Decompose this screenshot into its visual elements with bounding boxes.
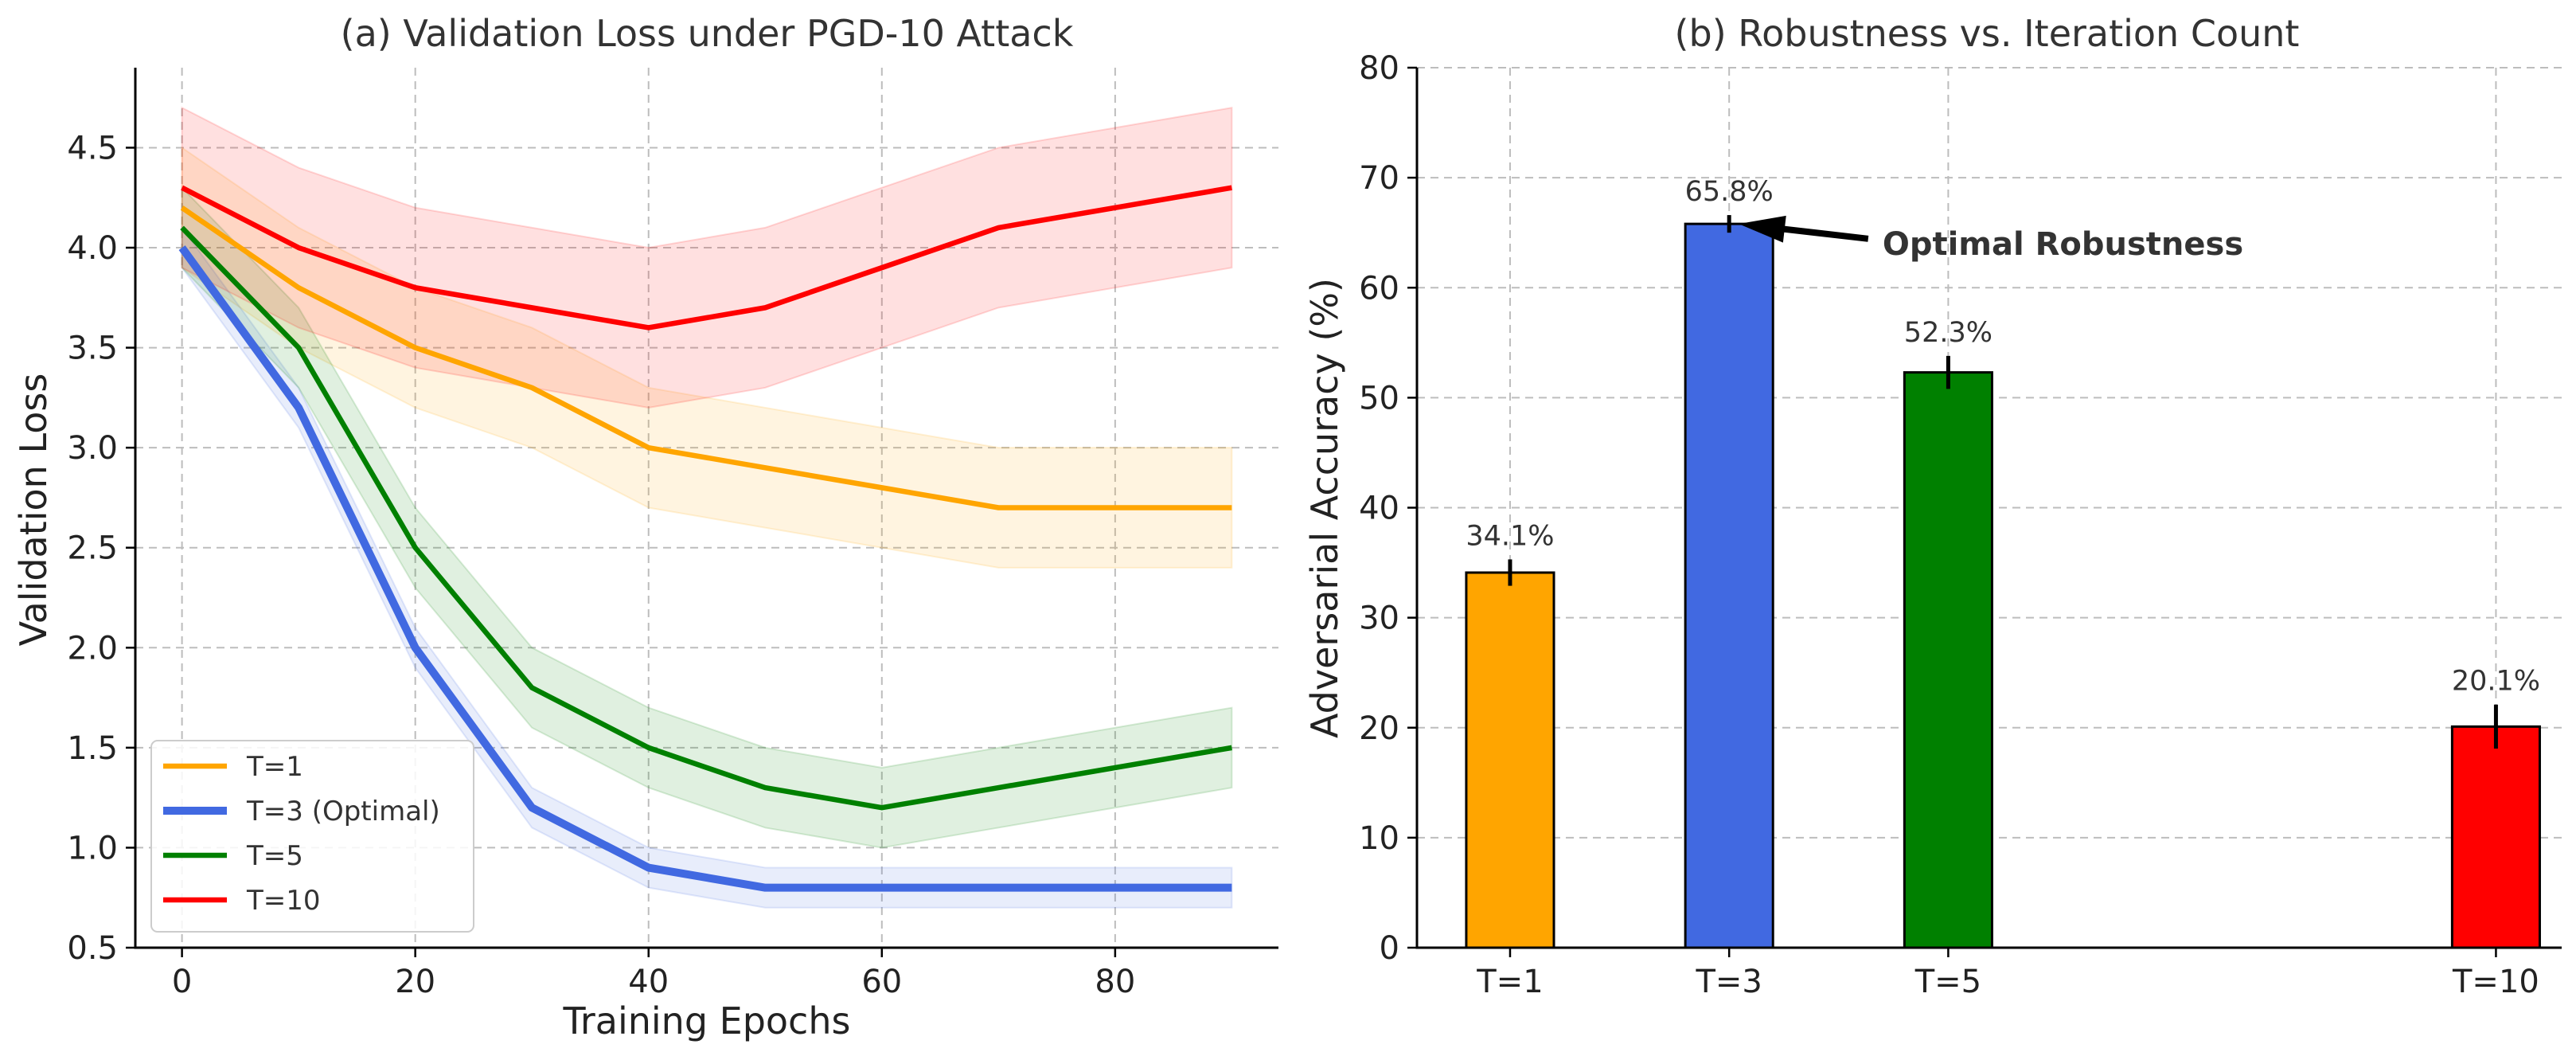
series-band [181,186,1233,849]
legend-label: T=3 (Optimal) [246,796,440,827]
y-tick-label: 30 [1359,600,1399,637]
robustness-bar-chart: T=1 T=3 T=5 T=10 0 10 20 30 40 50 60 70 80 34.1% 65.8… [1303,12,2562,1000]
bar [1903,371,1993,949]
y-tick-label: 70 [1359,160,1399,197]
bar-value-labels: 34.1% 65.8% 52.3% 20.1% [1466,176,2540,698]
bar [1465,571,1555,949]
legend-label: T=5 [246,840,303,872]
annotation-text: Optimal Robustness [1883,226,2243,263]
tick-labels: T=1 T=3 T=5 T=10 0 10 20 30 40 50 60 70 80 [1359,50,2539,1000]
x-tick-label: T=1 [1476,964,1543,1000]
annotation-arrow-icon [1739,215,1869,243]
y-tick-label: 1.5 [67,730,118,767]
y-tick-label: 4.5 [67,130,118,166]
bar-value-label: 65.8% [1685,176,1774,208]
grid-lines [135,68,1278,948]
series-line [181,185,1232,330]
y-tick-label: 3.0 [67,430,118,467]
x-tick-label: 20 [395,964,435,1000]
y-tick-label: 0.5 [67,930,118,967]
series-band [181,106,1233,409]
confidence-bands [181,106,1233,909]
y-tick-label: 3.5 [67,330,118,367]
series-line [180,205,1232,510]
y-tick-label: 20 [1359,710,1399,747]
x-tick-label: 60 [861,964,902,1000]
x-tick-label: 0 [172,964,192,1000]
tick-labels: 0 20 40 60 80 0.5 1.0 1.5 2.0 2.5 3.0 3.5 4.0 4.5 [67,130,1135,1000]
chart-title: (a) Validation Loss under PGD-10 Attack [341,12,1074,55]
y-tick-label: 10 [1359,820,1399,857]
legend-label: T=10 [246,885,321,917]
series-lines [178,185,1232,892]
x-axis-label: Training Epochs [563,999,851,1042]
y-axis-label: Validation Loss [12,374,55,647]
legend: T=1 T=3 (Optimal) T=5 T=10 [150,740,474,933]
y-tick-label: 2.0 [67,630,118,667]
axes [134,68,1278,949]
legend-box [150,740,474,933]
annotation: Optimal Robustness [1739,215,2243,263]
y-tick-label: 1.0 [67,830,118,866]
y-axis-label: Adversarial Accuracy (%) [1303,278,1346,738]
x-tick-label: 40 [628,964,669,1000]
chart-title: (b) Robustness vs. Iteration Count [1675,12,2300,55]
bar-value-label: 34.1% [1466,520,1554,552]
x-tick-label: 80 [1095,964,1135,1000]
y-tick-label: 0 [1380,930,1399,967]
series-line [178,245,1232,892]
x-tick-label: T=10 [2452,964,2539,1000]
bar-value-label: 20.1% [2452,666,2540,698]
bar-value-label: 52.3% [1904,317,1992,349]
x-tick-label: T=5 [1914,964,1981,1000]
y-tick-label: 80 [1359,50,1399,87]
y-tick-label: 40 [1359,491,1399,527]
bar [1684,222,1774,949]
y-tick-label: 2.5 [67,530,118,567]
y-tick-label: 60 [1359,270,1399,307]
y-tick-label: 50 [1359,380,1399,417]
error-bars [1508,215,2498,749]
bars [1465,222,2541,949]
bar [2450,725,2541,949]
y-tick-label: 4.0 [67,230,118,267]
series-band [181,146,1233,569]
series-band [181,225,1233,909]
legend-label: T=1 [246,751,303,783]
validation-loss-chart: 0 20 40 60 80 0.5 1.0 1.5 2.0 2.5 3.0 3.5 4.0 4.5 (a)… [12,12,1278,1042]
x-tick-label: T=3 [1695,964,1762,1000]
series-line [180,225,1232,811]
